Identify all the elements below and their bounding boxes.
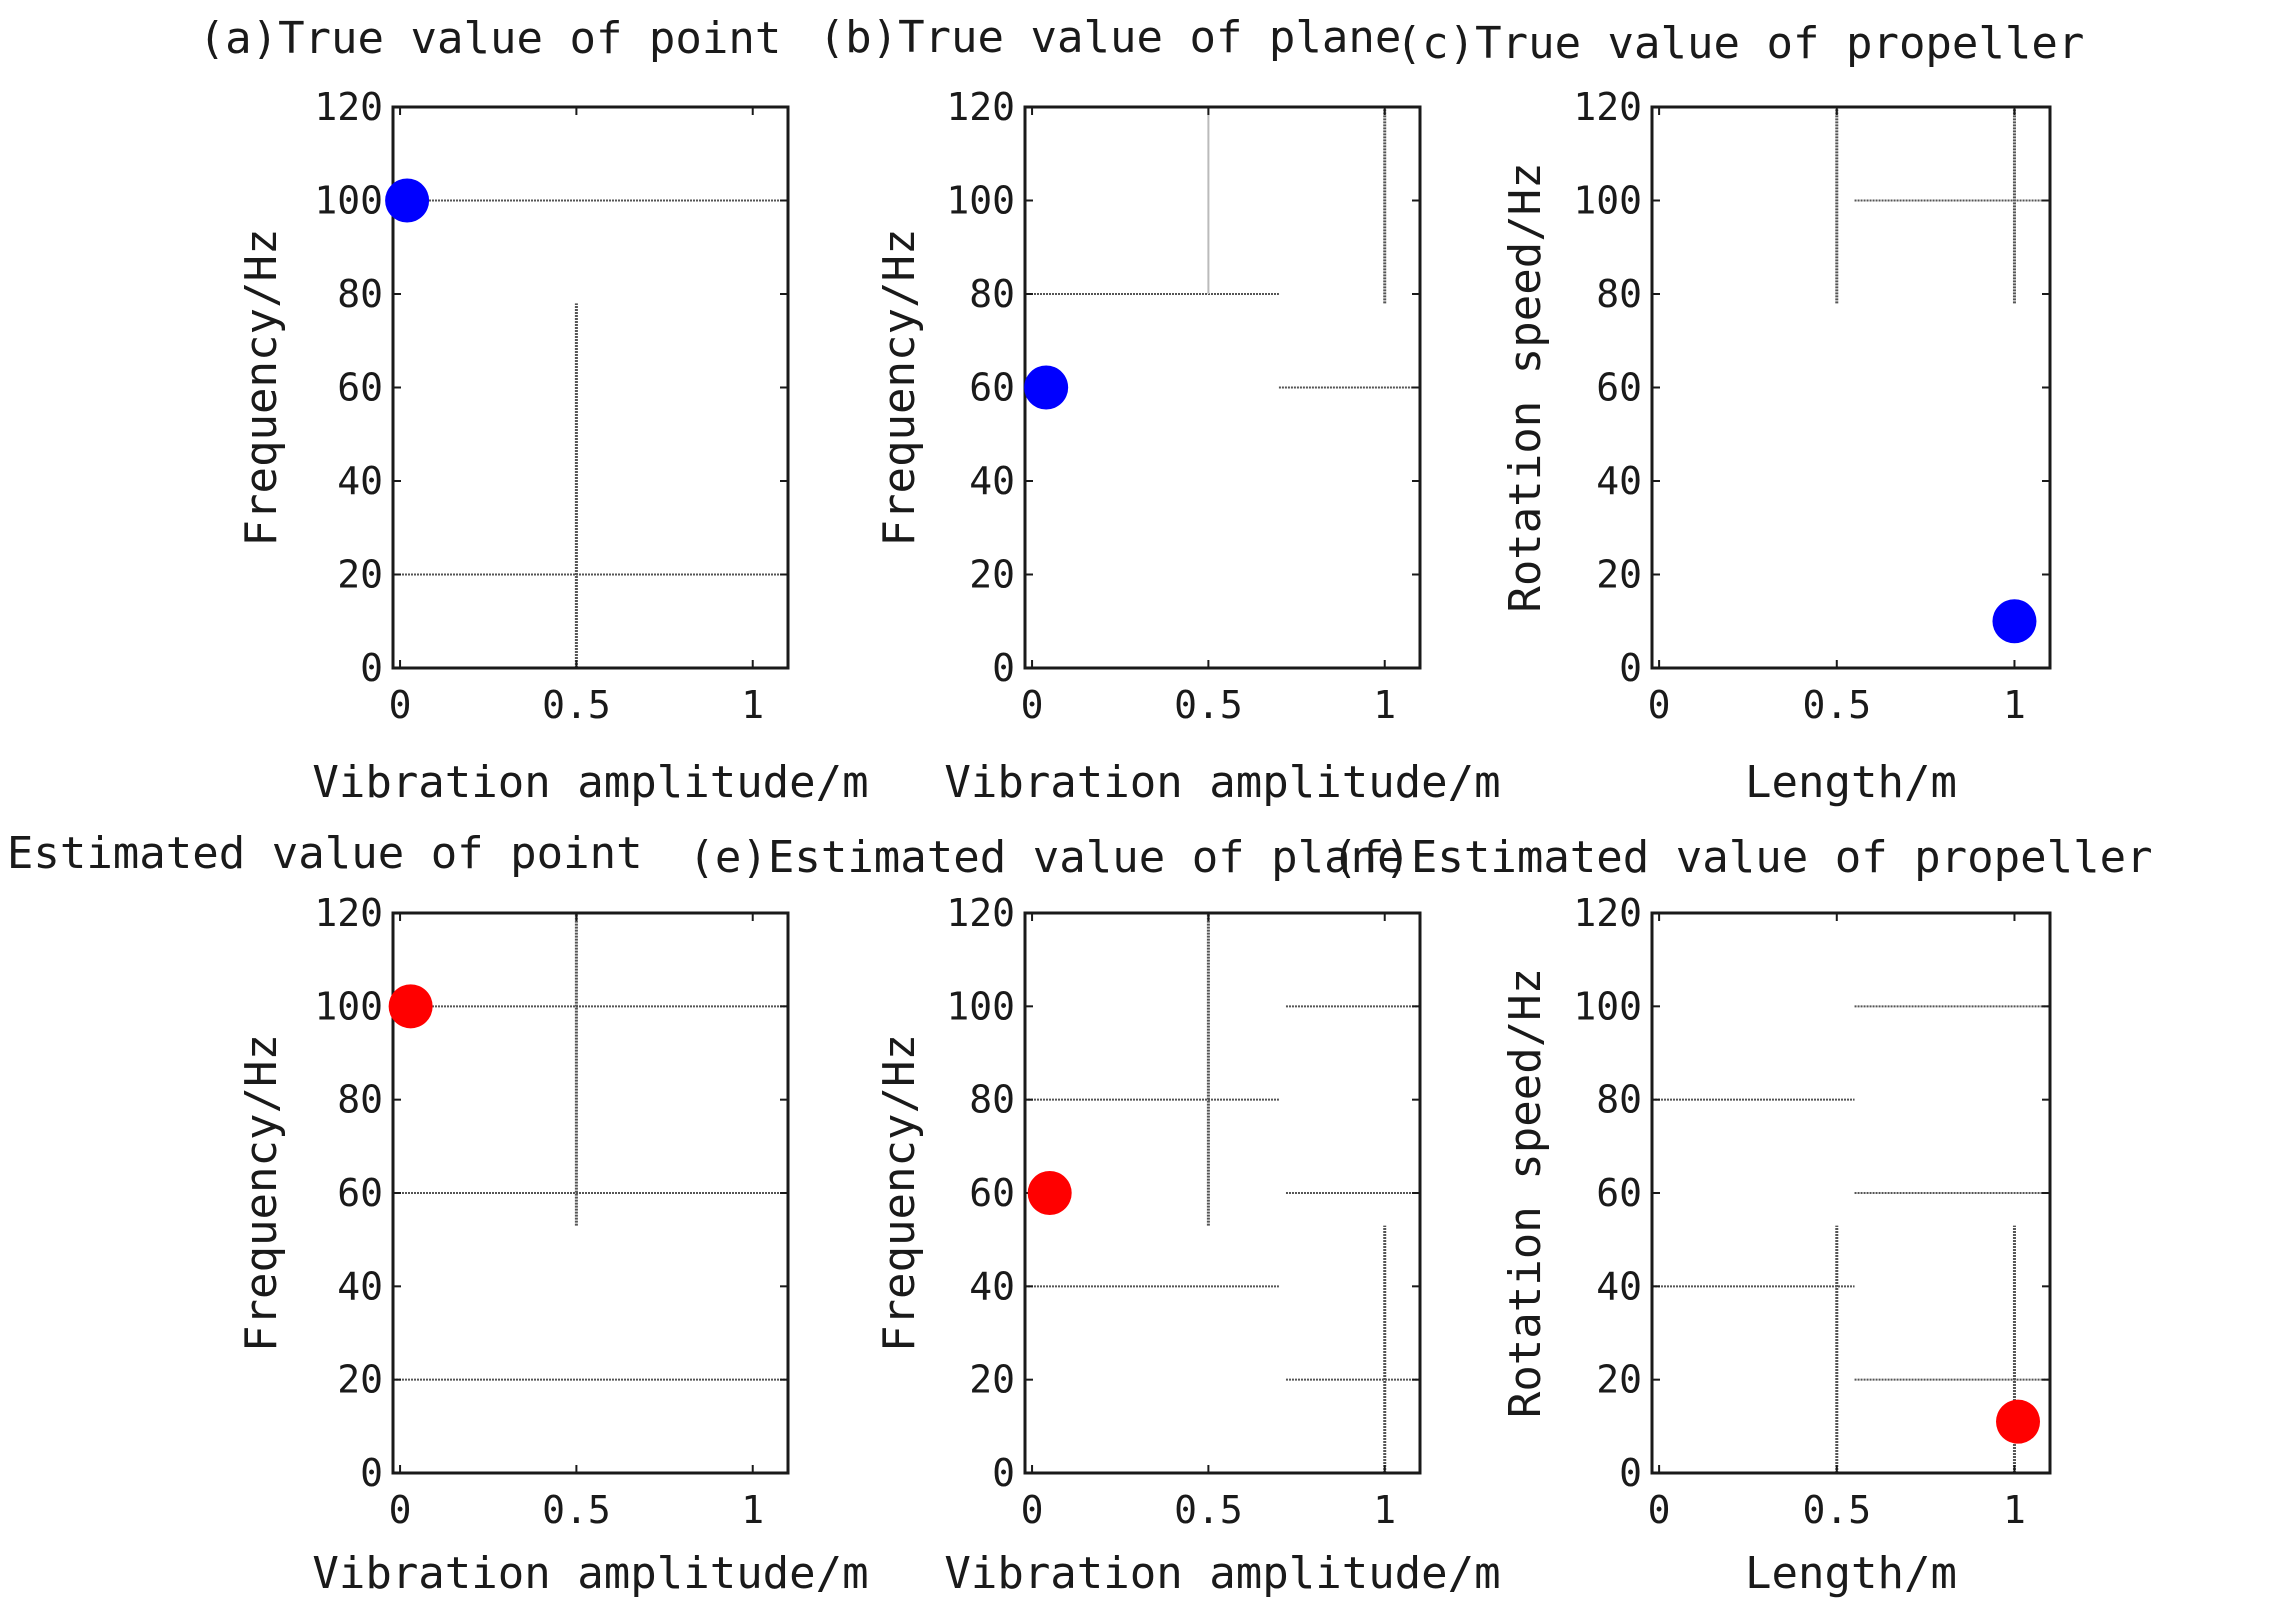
y-tick-label: 80 bbox=[337, 272, 383, 316]
y-tick-label: 40 bbox=[337, 459, 383, 503]
subplot-c: 0 20 40 60 80 100 120 0 0.5 1 (c)True value of pro… bbox=[1396, 18, 2085, 808]
y-axis-label: Frequency/Hz bbox=[874, 1034, 925, 1352]
subplot-title: (c)True value of propeller bbox=[1396, 18, 2085, 69]
x-axis-label: Length/m bbox=[1745, 1548, 1957, 1599]
y-tick-label: 80 bbox=[1596, 1078, 1642, 1122]
x-tick-label: 0.5 bbox=[542, 1488, 611, 1532]
subplot-title: (a)True value of point bbox=[199, 13, 782, 64]
y-tick-label: 20 bbox=[1596, 553, 1642, 597]
x-tick-label: 0 bbox=[1021, 683, 1044, 727]
subplot-title: (d)Estimated value of point bbox=[0, 828, 643, 879]
y-tick-label: 20 bbox=[969, 1358, 1015, 1402]
y-tick-label: 0 bbox=[992, 1451, 1015, 1495]
subplot-a: 0 20 40 60 80 100 120 0 0.5 1 (a)True value of poi… bbox=[199, 13, 869, 808]
axes-frame bbox=[391, 911, 790, 1475]
subplot-f: 0 20 40 60 80 100 120 0 0.5 1 (f)Estimated value o… bbox=[1331, 832, 2152, 1599]
x-tick-label: 1 bbox=[741, 1488, 764, 1532]
x-axis-label: Vibration amplitude/m bbox=[312, 1548, 868, 1599]
y-tick-label: 0 bbox=[1619, 646, 1642, 690]
x-tick-label: 0 bbox=[389, 683, 412, 727]
y-tick-label: 40 bbox=[1596, 459, 1642, 503]
y-tick-label: 60 bbox=[969, 1171, 1015, 1215]
x-axis-label: Vibration amplitude/m bbox=[944, 757, 1500, 808]
axes-frame bbox=[1650, 105, 2052, 670]
x-tick-label: 0 bbox=[389, 1488, 412, 1532]
x-tick-label: 0 bbox=[1648, 683, 1671, 727]
y-tick-label: 40 bbox=[969, 459, 1015, 503]
data-point bbox=[1992, 599, 2037, 644]
y-axis-label: Frequency/Hz bbox=[236, 229, 287, 547]
x-axis-label: Length/m bbox=[1745, 757, 1957, 808]
x-axis-label: Vibration amplitude/m bbox=[944, 1548, 1500, 1599]
y-tick-label: 100 bbox=[1573, 179, 1642, 223]
subplot-title: (e)Estimated value of plane bbox=[688, 832, 1403, 883]
y-tick-label: 20 bbox=[969, 553, 1015, 597]
y-tick-label: 120 bbox=[1573, 891, 1642, 935]
y-axis-label: Rotation speed/Hz bbox=[1500, 968, 1551, 1418]
y-tick-label: 60 bbox=[1596, 1171, 1642, 1215]
x-tick-label: 0.5 bbox=[1174, 1488, 1243, 1532]
data-point bbox=[1027, 1171, 1072, 1215]
y-tick-label: 20 bbox=[337, 553, 383, 597]
x-axis-label: Vibration amplitude/m bbox=[312, 757, 868, 808]
x-tick-label: 0 bbox=[1021, 1488, 1044, 1532]
x-tick-label: 1 bbox=[1373, 1488, 1396, 1532]
subplot-title: (f)Estimated value of propeller bbox=[1331, 832, 2152, 883]
y-tick-label: 20 bbox=[337, 1358, 383, 1402]
x-tick-label: 0.5 bbox=[1174, 683, 1243, 727]
y-tick-label: 0 bbox=[360, 646, 383, 690]
x-tick-label: 0.5 bbox=[1802, 683, 1871, 727]
y-tick-label: 20 bbox=[1596, 1358, 1642, 1402]
x-tick-label: 1 bbox=[2003, 1488, 2026, 1532]
y-tick-label: 100 bbox=[946, 984, 1015, 1028]
y-axis-label: Rotation speed/Hz bbox=[1500, 162, 1551, 612]
data-point bbox=[1024, 365, 1069, 410]
x-tick-label: 0 bbox=[1648, 1488, 1671, 1532]
y-tick-label: 100 bbox=[314, 179, 383, 223]
subplot-title: (b)True value of plane bbox=[819, 12, 1402, 63]
y-tick-label: 40 bbox=[1596, 1264, 1642, 1308]
data-point bbox=[385, 178, 430, 223]
y-tick-label: 0 bbox=[360, 1451, 383, 1495]
y-tick-label: 60 bbox=[969, 366, 1015, 410]
y-tick-label: 120 bbox=[1573, 85, 1642, 129]
subplot-d: 0 20 40 60 80 100 120 0 0.5 1 (d)Estimated value o… bbox=[0, 828, 869, 1599]
y-tick-label: 100 bbox=[946, 179, 1015, 223]
y-tick-label: 60 bbox=[337, 1171, 383, 1215]
y-tick-label: 60 bbox=[337, 366, 383, 410]
y-tick-label: 0 bbox=[1619, 1451, 1642, 1495]
subplot-e: 0 20 40 60 80 100 120 0 0.5 1 (e)Estimated value o… bbox=[688, 832, 1500, 1599]
x-tick-label: 1 bbox=[741, 683, 764, 727]
x-tick-label: 1 bbox=[2003, 683, 2026, 727]
y-tick-label: 40 bbox=[337, 1264, 383, 1308]
y-tick-label: 0 bbox=[992, 646, 1015, 690]
y-tick-label: 100 bbox=[314, 984, 383, 1028]
y-tick-label: 120 bbox=[946, 891, 1015, 935]
y-tick-label: 120 bbox=[314, 891, 383, 935]
y-tick-label: 120 bbox=[314, 85, 383, 129]
y-tick-label: 60 bbox=[1596, 366, 1642, 410]
y-tick-label: 80 bbox=[969, 1078, 1015, 1122]
y-axis-label: Frequency/Hz bbox=[874, 229, 925, 547]
y-tick-label: 80 bbox=[337, 1078, 383, 1122]
y-tick-label: 120 bbox=[946, 85, 1015, 129]
y-axis-label: Frequency/Hz bbox=[236, 1034, 287, 1352]
y-tick-label: 80 bbox=[969, 272, 1015, 316]
axes-frame bbox=[391, 105, 790, 670]
axes-frame bbox=[1023, 911, 1422, 1475]
data-point bbox=[388, 984, 433, 1029]
y-tick-label: 100 bbox=[1573, 984, 1642, 1028]
subplot-b: 0 20 40 60 80 100 120 0 0.5 1 (b)True value of pla… bbox=[819, 12, 1501, 808]
y-tick-label: 80 bbox=[1596, 272, 1642, 316]
data-point bbox=[1996, 1399, 2041, 1444]
x-tick-label: 0.5 bbox=[542, 683, 611, 727]
x-tick-label: 0.5 bbox=[1802, 1488, 1871, 1532]
y-tick-label: 40 bbox=[969, 1264, 1015, 1308]
x-tick-label: 1 bbox=[1373, 683, 1396, 727]
